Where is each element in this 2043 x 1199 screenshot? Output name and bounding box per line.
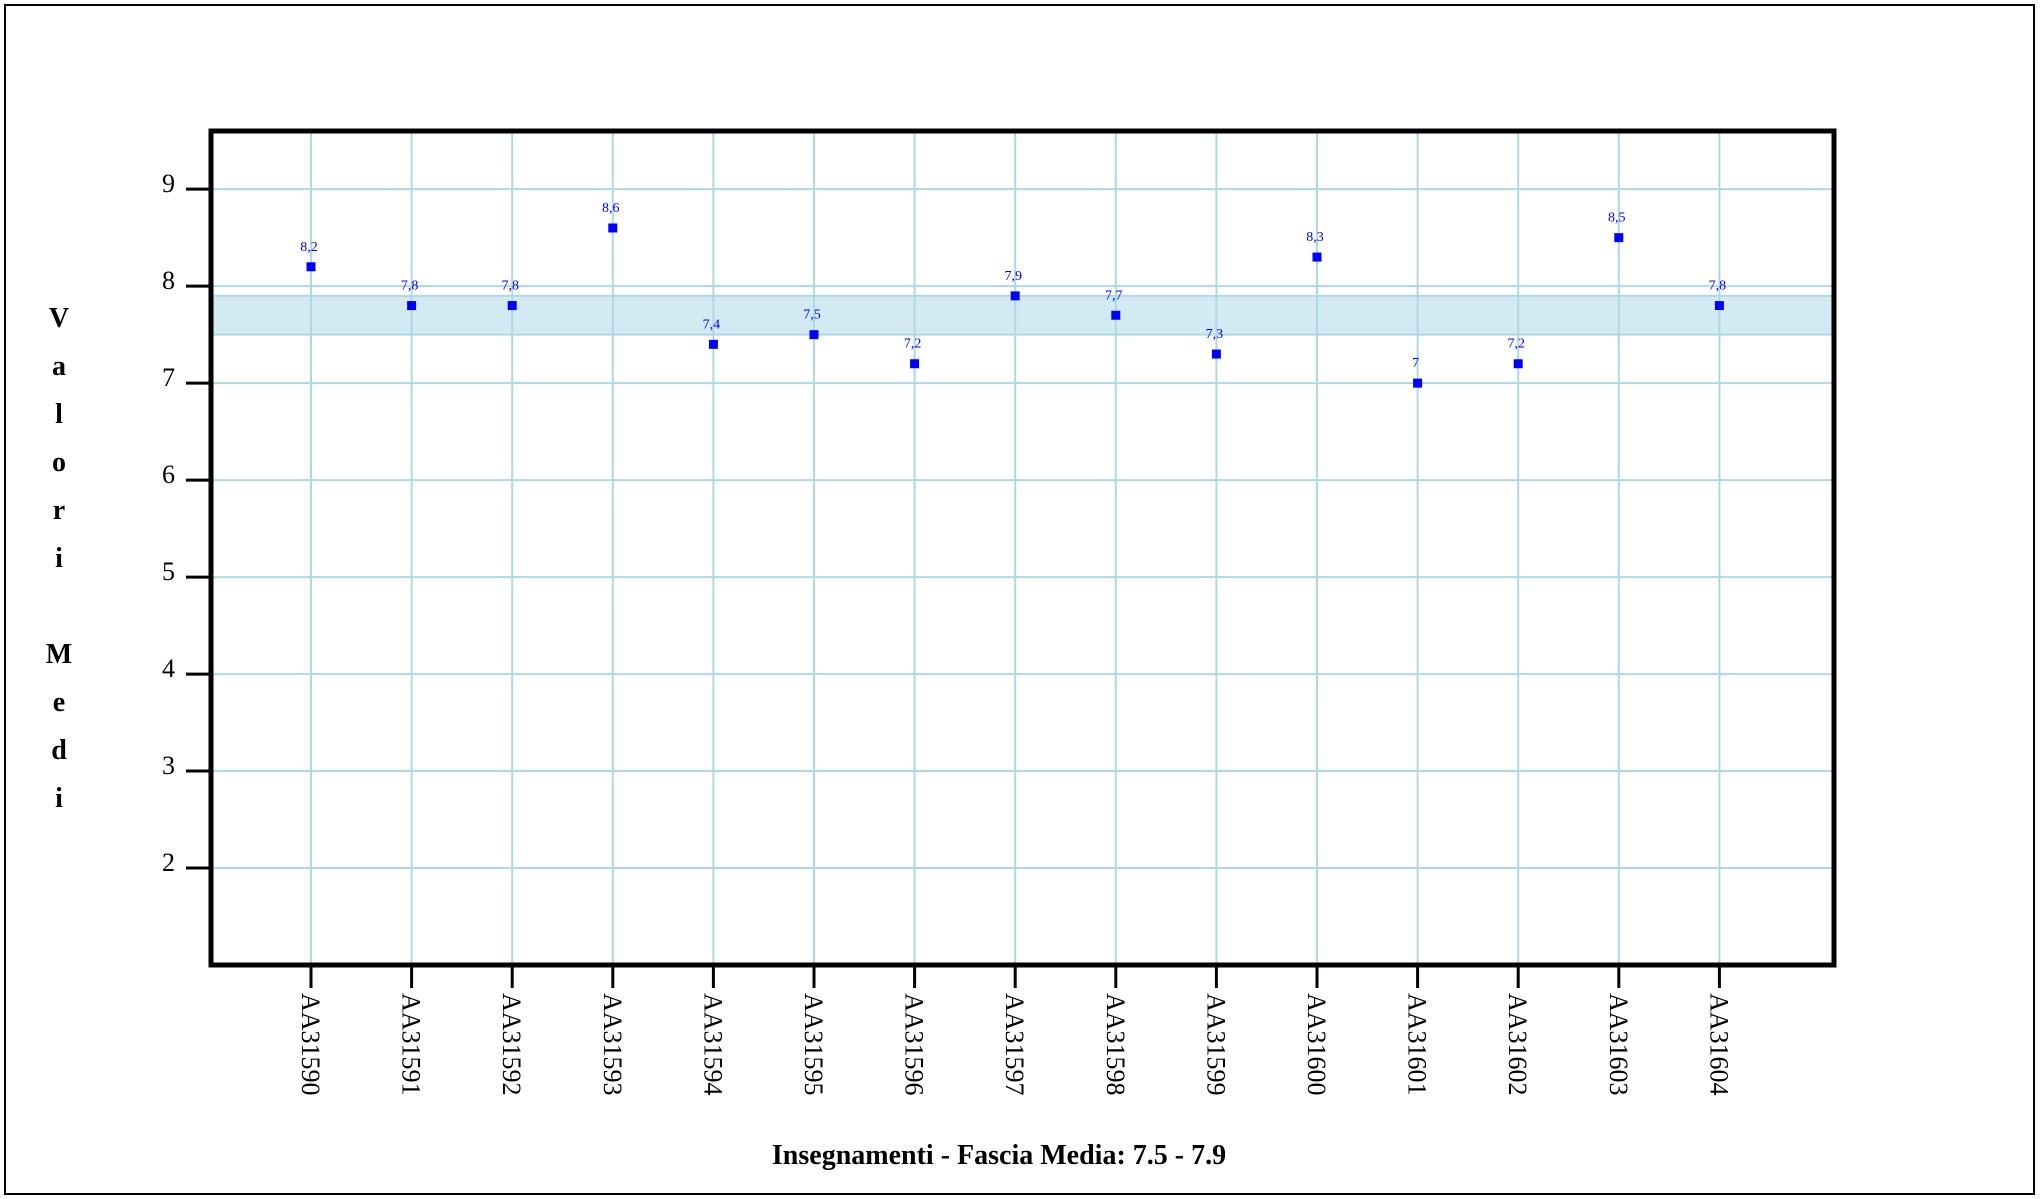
data-point [910,359,920,369]
data-label: 7,5 [803,308,821,323]
x-tick-label: AA31601 [1403,993,1432,1096]
data-label: 8,5 [1608,211,1626,226]
data-label: 7,2 [1507,337,1525,352]
data-label: 7,8 [401,279,419,294]
x-tick-label: AA31598 [1101,993,1130,1096]
data-point [608,223,618,233]
data-label: 7,9 [1004,269,1022,284]
x-axis-title: Insegnamenti - Fascia Media: 7.5 - 7.9 [772,1140,1226,1171]
x-tick-label: AA31595 [799,993,828,1096]
plot-area-border [208,128,1837,968]
data-point [507,301,517,311]
data-point [1111,310,1121,320]
y-tick-label: 2 [162,848,175,877]
x-tick-label: AA31591 [397,993,426,1096]
y-tick-label: 9 [162,169,175,198]
data-label: 7,7 [1105,288,1123,303]
data-point [1312,252,1322,262]
data-point [708,339,718,349]
y-tick-label: 7 [162,363,175,392]
x-tick-label: AA31602 [1503,993,1532,1096]
data-label: 7,3 [1206,327,1224,342]
y-tick-label: 6 [162,460,175,489]
data-point [1413,378,1423,388]
data-point [1513,359,1523,369]
y-tick-label: 5 [162,557,175,586]
data-point [809,330,819,340]
data-label: 8,2 [300,240,318,255]
x-tick-label: AA31592 [497,993,526,1096]
data-point [1211,349,1221,359]
data-point [407,301,417,311]
x-tick-label: AA31596 [900,993,929,1096]
data-label: 7,2 [904,337,922,352]
x-tick-label: AA31604 [1704,993,1733,1096]
y-tick-label: 4 [162,654,175,683]
average-band [210,294,1835,336]
data-label: 7,8 [1709,279,1727,294]
chart-frame [4,4,2035,1195]
data-label: 8,6 [602,201,620,216]
data-point [1614,233,1624,243]
data-label: 7,8 [501,279,519,294]
data-label: 7,4 [703,317,721,332]
data-point [1010,291,1020,301]
x-tick-label: AA31600 [1302,993,1331,1096]
data-point [1714,301,1724,311]
x-tick-label: AA31594 [698,993,727,1096]
x-tick-label: AA31599 [1201,993,1230,1096]
x-tick-label: AA31593 [598,993,627,1096]
x-tick-label: AA31597 [1000,993,1029,1096]
data-point [306,262,316,272]
x-tick-label: AA31590 [296,993,325,1096]
y-tick-label: 8 [162,266,175,295]
y-tick-label: 3 [162,751,175,780]
x-tick-label: AA31603 [1604,993,1633,1096]
data-label: 8,3 [1306,230,1324,245]
data-label: 7 [1412,356,1419,371]
